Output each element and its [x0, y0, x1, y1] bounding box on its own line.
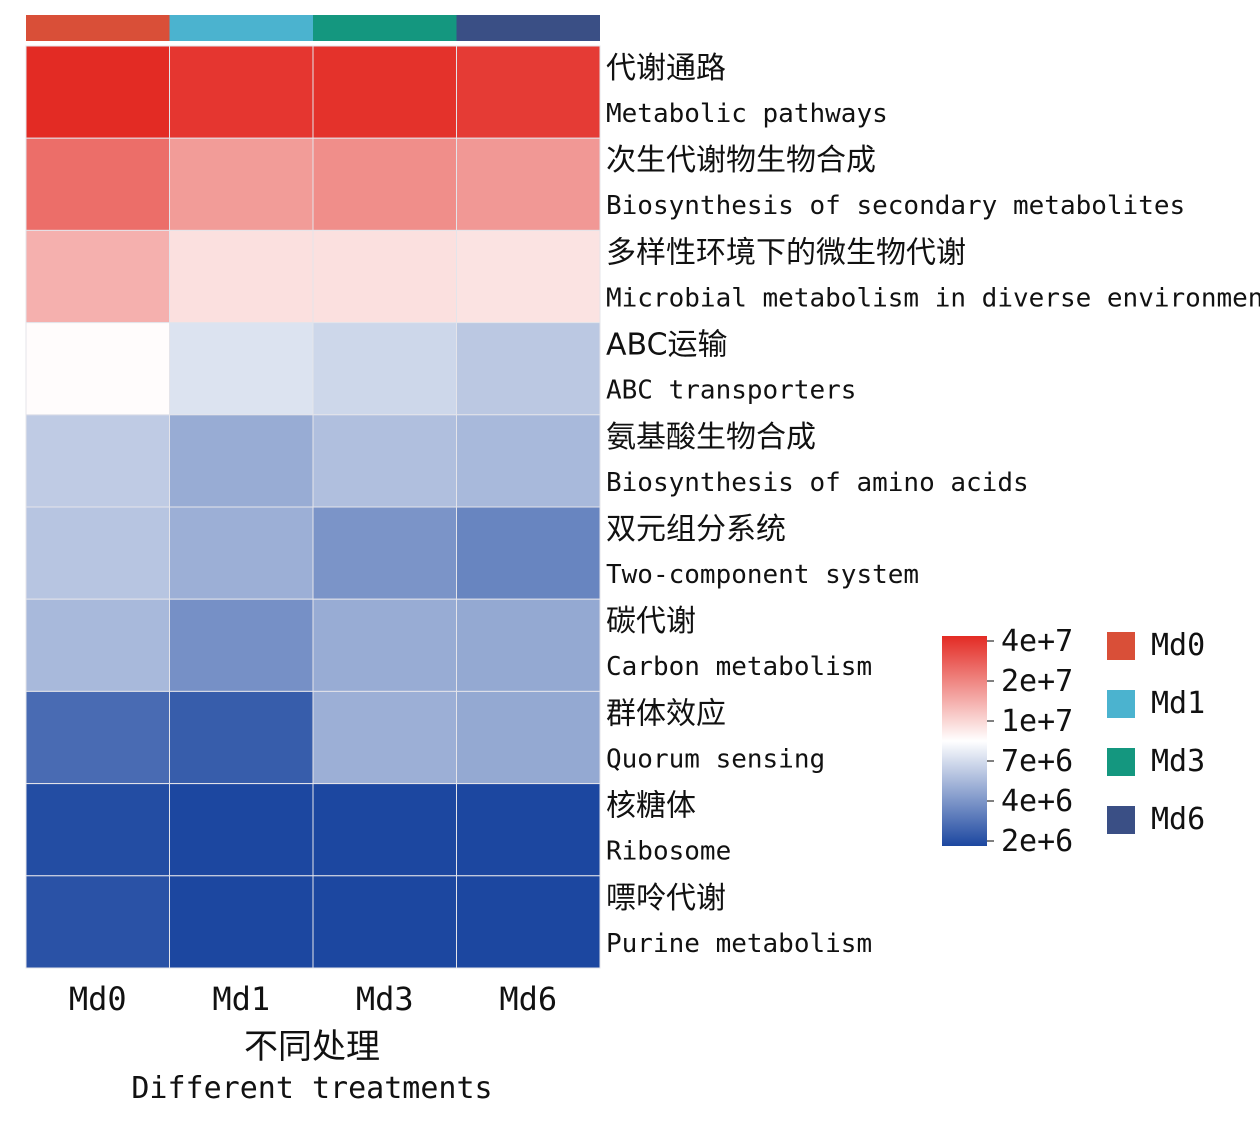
- row-label-en: Ribosome: [606, 837, 731, 867]
- row-label-zh: 嘌呤代谢: [606, 881, 726, 916]
- annotation-cell-md6: [456, 15, 600, 41]
- heatmap-cell: [169, 137, 314, 231]
- legend-swatch-md6: [1107, 806, 1135, 834]
- row-label-zh: 碳代谢: [606, 604, 696, 639]
- column-annotation-bar: [26, 15, 600, 41]
- heatmap-cell: [312, 875, 457, 969]
- row-label-zh: 代谢通路: [606, 51, 726, 86]
- heatmap-cell: [25, 322, 170, 416]
- heatmap-cell: [312, 598, 457, 692]
- x-axis-title-zh: 不同处理: [244, 1027, 380, 1067]
- heatmap-cell: [25, 229, 170, 324]
- row-label-en: Metabolic pathways: [606, 99, 888, 129]
- row-label-zh: 群体效应: [606, 696, 726, 731]
- row-label-en: ABC transporters: [606, 376, 856, 406]
- legend-label-md1: Md1: [1151, 686, 1205, 721]
- treatment-legend: Md0 Md1 Md3 Md6: [1107, 628, 1205, 837]
- row-label-en: Biosynthesis of amino acids: [606, 468, 1029, 498]
- row-label-zh: 核糖体: [606, 789, 696, 824]
- heatmap-cell: [169, 875, 314, 969]
- heatmap-cell: [312, 229, 457, 324]
- heatmap-cell: [312, 506, 457, 600]
- column-label-md0: Md0: [69, 980, 127, 1018]
- row-label-zh: 氨基酸生物合成: [606, 420, 816, 455]
- heatmap-cell: [25, 506, 170, 600]
- colorbar-tick-label: 4e+6: [1001, 784, 1073, 819]
- colorbar: 4e+7 2e+7 1e+7 7e+6 4e+6 2e+6: [942, 624, 1073, 859]
- legend-label-md3: Md3: [1151, 744, 1205, 779]
- column-label-md1: Md1: [212, 980, 270, 1018]
- heatmap-cell: [456, 414, 601, 508]
- x-axis-title: Different treatments: [131, 1071, 492, 1106]
- heatmap-cell: [456, 690, 601, 785]
- heatmap-cell: [312, 414, 457, 508]
- heatmap-cells: [25, 45, 601, 969]
- row-label-en: Carbon metabolism: [606, 652, 872, 682]
- heatmap-cell: [169, 229, 314, 324]
- annotation-cell-md0: [26, 15, 170, 41]
- heatmap-cell: [456, 322, 601, 416]
- heatmap-cell: [456, 229, 601, 324]
- heatmap-cell: [25, 137, 170, 231]
- column-label-md3: Md3: [356, 980, 414, 1018]
- legend-swatch-md1: [1107, 690, 1135, 718]
- heatmap-cell: [312, 783, 457, 877]
- heatmap-cell: [25, 690, 170, 785]
- row-label-zh: 双元组分系统: [606, 512, 786, 547]
- row-label-en: Biosynthesis of secondary metabolites: [606, 191, 1185, 221]
- heatmap-cell: [25, 414, 170, 508]
- heatmap-cell: [456, 875, 601, 969]
- legend-swatch-md3: [1107, 748, 1135, 776]
- colorbar-gradient: [942, 636, 987, 846]
- legend-label-md6: Md6: [1151, 802, 1205, 837]
- row-label-en: Microbial metabolism in diverse environm…: [606, 283, 1260, 313]
- row-label-en: Two-component system: [606, 560, 919, 590]
- row-label-en: Quorum sensing: [606, 744, 825, 774]
- colorbar-tick-label: 1e+7: [1001, 704, 1073, 739]
- colorbar-tick-label: 2e+6: [1001, 824, 1073, 859]
- heatmap-cell: [312, 137, 457, 231]
- column-labels: Md0 Md1 Md3 Md6: [69, 980, 557, 1018]
- heatmap-cell: [25, 783, 170, 877]
- heatmap-cell: [169, 783, 314, 877]
- heatmap-cell: [312, 45, 457, 139]
- heatmap-cell: [456, 783, 601, 877]
- row-label-zh: ABC运输: [606, 328, 728, 363]
- heatmap-cell: [456, 45, 601, 139]
- heatmap-cell: [169, 322, 314, 416]
- colorbar-tick-label: 4e+7: [1001, 624, 1073, 659]
- colorbar-tick-label: 2e+7: [1001, 664, 1073, 699]
- row-label-en: Purine metabolism: [606, 929, 872, 959]
- row-label-zh: 多样性环境下的微生物代谢: [606, 235, 966, 270]
- heatmap-cell: [312, 322, 457, 416]
- heatmap-cell: [25, 45, 170, 139]
- heatmap-cell: [456, 598, 601, 692]
- legend-swatch-md0: [1107, 632, 1135, 660]
- heatmap-cell: [169, 45, 314, 139]
- heatmap-cell: [169, 506, 314, 600]
- heatmap-cell: [169, 690, 314, 785]
- heatmap-cell: [25, 598, 170, 692]
- heatmap-cell: [169, 414, 314, 508]
- annotation-cell-md1: [169, 15, 313, 41]
- row-label-zh: 次生代谢物生物合成: [606, 143, 876, 178]
- colorbar-tick-label: 7e+6: [1001, 744, 1073, 779]
- heatmap-cell: [169, 598, 314, 692]
- heatmap-cell: [25, 875, 170, 969]
- row-labels: 代谢通路 Metabolic pathways 次生代谢物生物合成 Biosynthe…: [606, 51, 1260, 959]
- legend-label-md0: Md0: [1151, 628, 1205, 663]
- heatmap-cell: [456, 137, 601, 231]
- column-label-md6: Md6: [499, 980, 557, 1018]
- annotation-cell-md3: [313, 15, 457, 41]
- heatmap-cell: [312, 690, 457, 785]
- heatmap-cell: [456, 506, 601, 600]
